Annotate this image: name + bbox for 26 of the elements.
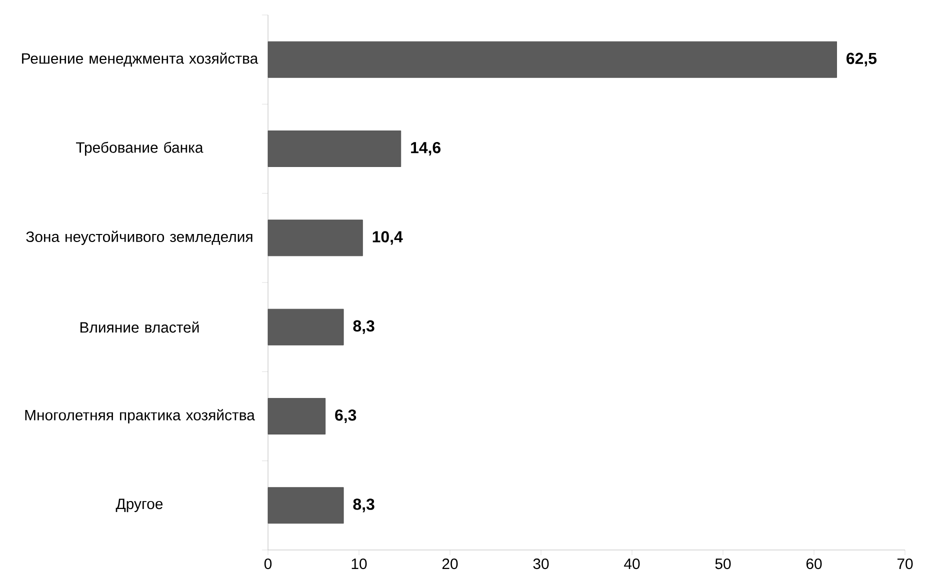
x-tick-label: 30 [533, 558, 549, 570]
x-tick-label: 60 [806, 558, 822, 570]
bar [268, 220, 363, 256]
x-tick-label: 0 [264, 558, 272, 570]
x-tick-label: 40 [624, 558, 640, 570]
y-tick-label: Влияние властей [80, 321, 199, 333]
data-label: 10,4 [372, 231, 403, 245]
bar [268, 308, 344, 346]
bar [268, 487, 344, 524]
x-tick-label: 20 [442, 558, 458, 570]
x-tick-label: 50 [715, 558, 731, 570]
data-label: 62,5 [846, 52, 877, 66]
y-tick-label: Решение менеджмента хозяйства [22, 52, 258, 67]
bar [268, 398, 326, 434]
bar [268, 41, 837, 78]
bar [268, 130, 402, 167]
y-tick-label: Другое [116, 498, 163, 512]
y-tick-label: Многолетняя практика хозяйства [25, 409, 255, 424]
y-tick-label: Зона неустойчивого земледелия [26, 230, 252, 245]
x-tick-label: 70 [897, 558, 913, 570]
data-label: 8,3 [353, 320, 374, 334]
y-tick-label: Требование банка [76, 142, 204, 156]
x-tick-label: 10 [352, 558, 367, 570]
data-label: 14,6 [411, 142, 441, 156]
data-label: 6,3 [335, 409, 356, 424]
data-label: 8,3 [353, 498, 374, 512]
